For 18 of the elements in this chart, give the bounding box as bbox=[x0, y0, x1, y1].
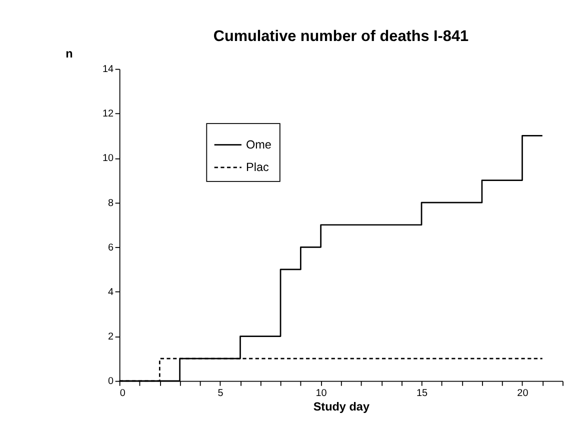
y-tick-label: 12 bbox=[102, 108, 114, 120]
x-tick-label: 10 bbox=[316, 388, 328, 399]
legend-label: Plac bbox=[246, 161, 269, 174]
chart-title: Cumulative number of deaths I-841 bbox=[213, 28, 470, 45]
legend-label: Ome bbox=[246, 138, 272, 152]
y-tick-label: 10 bbox=[102, 153, 114, 164]
y-tick-label: 8 bbox=[108, 198, 114, 209]
x-tick-label: 20 bbox=[517, 388, 529, 399]
y-tick-label: 0 bbox=[108, 376, 114, 388]
y-tick-label: 6 bbox=[108, 242, 114, 254]
y-tick-label: 14 bbox=[102, 64, 114, 76]
x-tick-label: 0 bbox=[120, 388, 126, 399]
x-axis-title: Study day bbox=[313, 400, 370, 414]
y-tick-label: 2 bbox=[108, 331, 114, 342]
y-axis-title: n bbox=[66, 48, 73, 61]
x-tick-label: 5 bbox=[218, 388, 224, 399]
y-tick-label: 4 bbox=[108, 286, 114, 298]
x-tick-label: 15 bbox=[416, 388, 428, 399]
